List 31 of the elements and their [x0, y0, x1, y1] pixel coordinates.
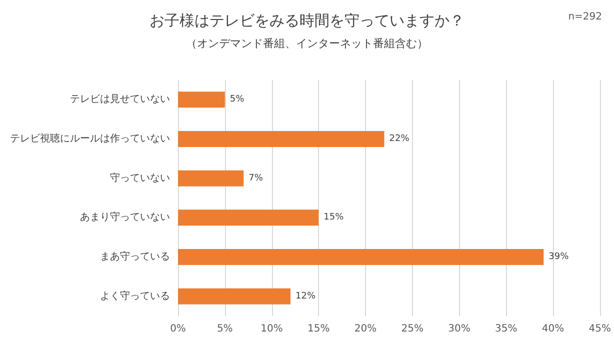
bar	[178, 210, 319, 226]
data-label: 15%	[324, 212, 344, 223]
y-tick-label: まあ守っている	[100, 250, 170, 262]
x-tick-label: 35%	[495, 324, 518, 334]
data-label: 22%	[389, 134, 410, 144]
data-label: 7%	[248, 173, 264, 184]
data-label: 39%	[548, 252, 570, 262]
data-label: 12%	[296, 291, 316, 302]
x-tick-label: 5%	[216, 324, 233, 334]
y-tick-label: よく守っている	[100, 290, 170, 302]
y-tick-label: テレビは見せていない	[70, 94, 170, 106]
bar	[178, 288, 291, 304]
data-label: 5%	[230, 94, 245, 105]
x-tick-label: 40%	[542, 324, 564, 334]
y-tick-label: テレビ視聴にルールは作っていない	[10, 132, 170, 144]
x-tick-label: 25%	[401, 324, 424, 334]
chart-subtitle: （オンデマンド番組、インターネット番組含む）	[186, 37, 428, 50]
bar	[178, 131, 384, 147]
y-tick-label: あまり守っていない	[80, 211, 170, 224]
chart-title: お子様はテレビをみる時間を守っていますか？	[150, 12, 464, 30]
x-tick-label: 45%	[588, 324, 612, 334]
x-tick-label: 0%	[170, 324, 186, 334]
bar	[178, 170, 244, 186]
x-tick-label: 30%	[448, 324, 470, 334]
bar	[178, 92, 225, 108]
x-tick-label: 15%	[308, 324, 330, 334]
bar	[178, 249, 544, 265]
x-tick-label: 10%	[260, 324, 283, 334]
x-tick-label: 20%	[354, 324, 377, 334]
text: n=292	[568, 12, 602, 22]
y-tick-label: 守っていない	[110, 172, 170, 184]
